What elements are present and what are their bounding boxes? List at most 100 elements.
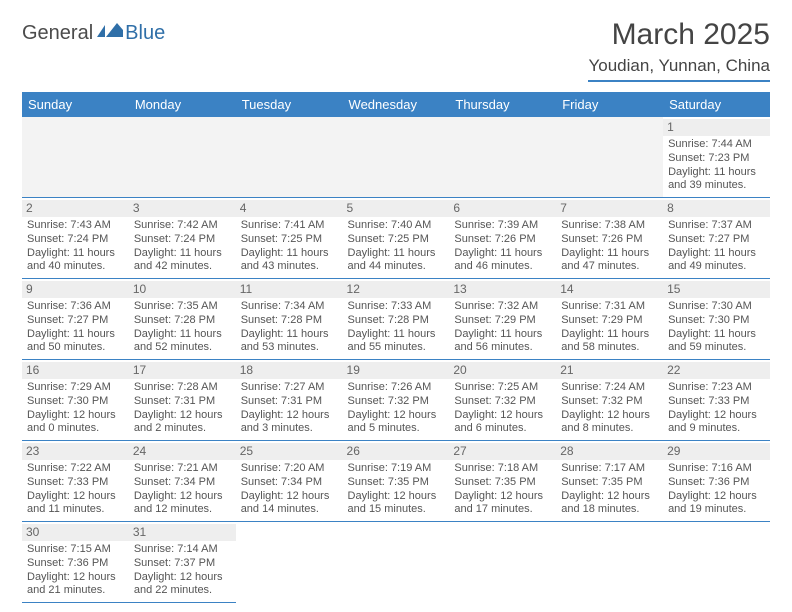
- sunrise-line: Sunrise: 7:36 AM: [27, 300, 124, 314]
- calendar-cell: 21Sunrise: 7:24 AMSunset: 7:32 PMDayligh…: [556, 360, 663, 441]
- day-number: 24: [129, 443, 236, 460]
- sunset-line: Sunset: 7:30 PM: [668, 314, 765, 328]
- calendar-row: 23 Sunrise: 7:22 AMSunset: 7:33 PM Dayligh…: [22, 441, 770, 522]
- calendar-cell: 2Sunrise: 7:43 AMSunset: 7:24 PMDaylight…: [22, 198, 129, 279]
- sunrise-line: Sunrise: 7:43 AM: [27, 219, 124, 233]
- daylight-line: Daylight: 11 hours and 46 minutes.: [454, 247, 551, 275]
- header: General Blue March 2025 Youdian, Yunnan,…: [22, 18, 770, 82]
- daylight-line: Daylight: 11 hours and 42 minutes.: [134, 247, 231, 275]
- calendar-cell: 18Sunrise: 7:27 AMSunset: 7:31 PMDayligh…: [236, 360, 343, 441]
- daylight-line: Daylight: 11 hours and 59 minutes.: [668, 328, 765, 356]
- brand-part2: Blue: [125, 22, 165, 45]
- daylight-line: Daylight: 11 hours and 47 minutes.: [561, 247, 658, 275]
- calendar-cell: 30Sunrise: 7:15 AMSunset: 7:36 PMDayligh…: [22, 522, 129, 603]
- sunset-line: Sunset: 7:35 PM: [561, 476, 658, 490]
- calendar-row: 9 Sunrise: 7:36 AMSunset: 7:27 PM Daylight…: [22, 279, 770, 360]
- calendar-cell: 26Sunrise: 7:19 AMSunset: 7:35 PMDayligh…: [343, 441, 450, 522]
- calendar-cell: 4Sunrise: 7:41 AMSunset: 7:25 PMDaylight…: [236, 198, 343, 279]
- daylight-line: Daylight: 12 hours and 17 minutes.: [454, 490, 551, 518]
- calendar-cell: 23Sunrise: 7:22 AMSunset: 7:33 PMDayligh…: [22, 441, 129, 522]
- calendar-row: 16 Sunrise: 7:29 AMSunset: 7:30 PM Dayligh…: [22, 360, 770, 441]
- sunset-line: Sunset: 7:25 PM: [241, 233, 338, 247]
- day-number: 9: [22, 281, 129, 298]
- sunrise-line: Sunrise: 7:18 AM: [454, 462, 551, 476]
- daylight-line: Daylight: 11 hours and 55 minutes.: [348, 328, 445, 356]
- sunset-line: Sunset: 7:34 PM: [134, 476, 231, 490]
- sunset-line: Sunset: 7:29 PM: [454, 314, 551, 328]
- sunrise-line: Sunrise: 7:41 AM: [241, 219, 338, 233]
- sunset-line: Sunset: 7:25 PM: [348, 233, 445, 247]
- sunset-line: Sunset: 7:32 PM: [561, 395, 658, 409]
- calendar-cell: 25Sunrise: 7:20 AMSunset: 7:34 PMDayligh…: [236, 441, 343, 522]
- sunrise-line: Sunrise: 7:38 AM: [561, 219, 658, 233]
- sunset-line: Sunset: 7:31 PM: [134, 395, 231, 409]
- sunrise-line: Sunrise: 7:37 AM: [668, 219, 765, 233]
- day-number: 26: [343, 443, 450, 460]
- sunset-line: Sunset: 7:24 PM: [27, 233, 124, 247]
- calendar-cell: 17Sunrise: 7:28 AMSunset: 7:31 PMDayligh…: [129, 360, 236, 441]
- daylight-line: Daylight: 12 hours and 8 minutes.: [561, 409, 658, 437]
- calendar-cell: 27 Sunrise: 7:18 AMSunset: 7:35 PMDayligh…: [449, 441, 556, 522]
- daylight-line: Daylight: 12 hours and 6 minutes.: [454, 409, 551, 437]
- flag-icon: [97, 22, 123, 45]
- sunset-line: Sunset: 7:31 PM: [241, 395, 338, 409]
- sunrise-line: Sunrise: 7:39 AM: [454, 219, 551, 233]
- sunrise-line: Sunrise: 7:34 AM: [241, 300, 338, 314]
- location: Youdian, Yunnan, China: [588, 56, 770, 82]
- calendar-cell: [449, 117, 556, 198]
- sunrise-line: Sunrise: 7:20 AM: [241, 462, 338, 476]
- sunrise-line: Sunrise: 7:29 AM: [27, 381, 124, 395]
- sunset-line: Sunset: 7:30 PM: [27, 395, 124, 409]
- sunset-line: Sunset: 7:33 PM: [668, 395, 765, 409]
- calendar-cell: 1Sunrise: 7:44 AMSunset: 7:23 PMDaylight…: [663, 117, 770, 198]
- calendar-cell: 7Sunrise: 7:38 AMSunset: 7:26 PMDaylight…: [556, 198, 663, 279]
- day-number: 17: [129, 362, 236, 379]
- day-number: 2: [22, 200, 129, 217]
- sunrise-line: Sunrise: 7:32 AM: [454, 300, 551, 314]
- day-number: 27: [449, 443, 556, 460]
- calendar-cell: 29Sunrise: 7:16 AMSunset: 7:36 PMDayligh…: [663, 441, 770, 522]
- sunrise-line: Sunrise: 7:19 AM: [348, 462, 445, 476]
- sunrise-line: Sunrise: 7:16 AM: [668, 462, 765, 476]
- day-number: 6: [449, 200, 556, 217]
- daylight-line: Daylight: 11 hours and 49 minutes.: [668, 247, 765, 275]
- calendar-cell: 14Sunrise: 7:31 AMSunset: 7:29 PMDayligh…: [556, 279, 663, 360]
- sunset-line: Sunset: 7:24 PM: [134, 233, 231, 247]
- daylight-line: Daylight: 11 hours and 43 minutes.: [241, 247, 338, 275]
- day-number: 1: [663, 119, 770, 136]
- day-number: 13: [449, 281, 556, 298]
- day-number: 30: [22, 524, 129, 541]
- sunset-line: Sunset: 7:27 PM: [27, 314, 124, 328]
- calendar-cell: 13Sunrise: 7:32 AMSunset: 7:29 PMDayligh…: [449, 279, 556, 360]
- sunrise-line: Sunrise: 7:35 AM: [134, 300, 231, 314]
- sunset-line: Sunset: 7:37 PM: [134, 557, 231, 571]
- sunset-line: Sunset: 7:33 PM: [27, 476, 124, 490]
- sunrise-line: Sunrise: 7:22 AM: [27, 462, 124, 476]
- page-title: March 2025: [588, 18, 770, 52]
- calendar-cell: [343, 522, 450, 603]
- calendar-cell: 15Sunrise: 7:30 AMSunset: 7:30 PMDayligh…: [663, 279, 770, 360]
- calendar-cell: [449, 522, 556, 603]
- daylight-line: Daylight: 12 hours and 5 minutes.: [348, 409, 445, 437]
- day-number: 23: [22, 443, 129, 460]
- daylight-line: Daylight: 12 hours and 12 minutes.: [134, 490, 231, 518]
- day-number: 3: [129, 200, 236, 217]
- weekday-header: Wednesday: [343, 92, 450, 117]
- weekday-header: Sunday: [22, 92, 129, 117]
- weekday-header-row: Sunday Monday Tuesday Wednesday Thursday…: [22, 92, 770, 117]
- weekday-header: Thursday: [449, 92, 556, 117]
- sunset-line: Sunset: 7:28 PM: [134, 314, 231, 328]
- sunrise-line: Sunrise: 7:30 AM: [668, 300, 765, 314]
- day-number: 16: [22, 362, 129, 379]
- sunset-line: Sunset: 7:35 PM: [454, 476, 551, 490]
- day-number: 7: [556, 200, 663, 217]
- calendar-table: Sunday Monday Tuesday Wednesday Thursday…: [22, 92, 770, 603]
- day-number: 28: [556, 443, 663, 460]
- sunset-line: Sunset: 7:32 PM: [454, 395, 551, 409]
- daylight-line: Daylight: 11 hours and 44 minutes.: [348, 247, 445, 275]
- calendar-cell: 10Sunrise: 7:35 AMSunset: 7:28 PMDayligh…: [129, 279, 236, 360]
- calendar-cell: [129, 117, 236, 198]
- day-number: 25: [236, 443, 343, 460]
- sunrise-line: Sunrise: 7:15 AM: [27, 543, 124, 557]
- weekday-header: Saturday: [663, 92, 770, 117]
